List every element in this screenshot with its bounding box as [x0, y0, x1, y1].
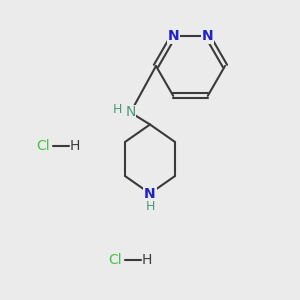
Text: H: H [142, 253, 152, 266]
Text: Cl: Cl [36, 139, 50, 152]
Text: N: N [167, 29, 179, 43]
Text: N: N [125, 106, 136, 119]
Text: N: N [144, 187, 156, 200]
Text: Cl: Cl [108, 253, 122, 266]
Text: N: N [202, 29, 214, 43]
Text: H: H [113, 103, 123, 116]
Text: H: H [145, 200, 155, 214]
Text: H: H [70, 139, 80, 152]
